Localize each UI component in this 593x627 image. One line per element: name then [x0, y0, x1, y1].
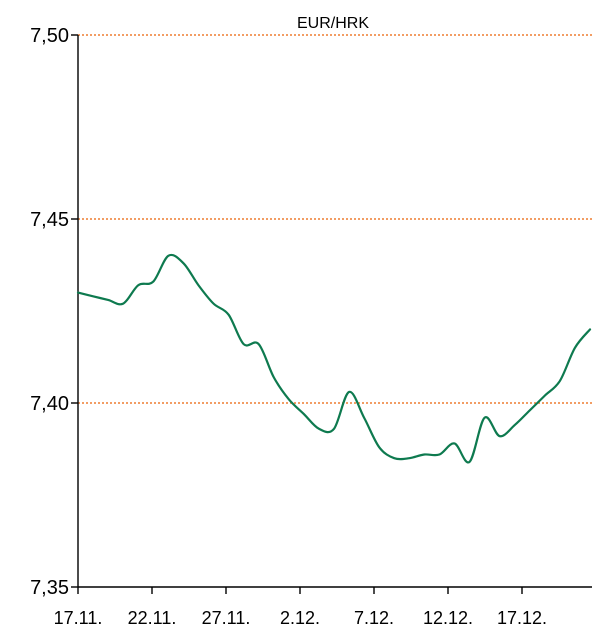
x-axis-tick-label-6: 17.12. — [497, 608, 547, 627]
x-axis-tick-label-5: 12.12. — [423, 608, 473, 627]
y-axis-tick-label-1: 7,40 — [30, 393, 69, 415]
x-axis-tick-label-0: 17.11. — [54, 608, 103, 627]
x-axis-tick-label-2: 27.11. — [202, 608, 251, 627]
y-axis-tick-label-0: 7,35 — [30, 577, 69, 599]
x-axis-tick-label-3: 2.12. — [280, 608, 320, 627]
y-axis-tick-label-2: 7,45 — [30, 209, 69, 231]
chart-title: EUR/HRK — [297, 15, 369, 32]
eur-hrk-series-line — [76, 253, 592, 464]
x-axis-tick-label-1: 22.11. — [128, 608, 177, 627]
x-axis-tick-label-4: 7.12. — [354, 608, 394, 627]
y-axis-tick-label-3: 7,50 — [30, 25, 69, 47]
